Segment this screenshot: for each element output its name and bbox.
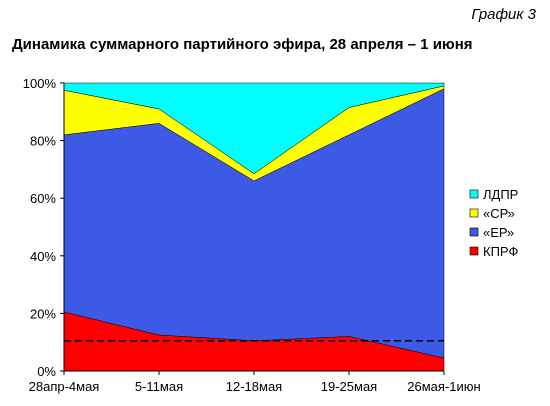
x-tick-label: 12-18мая <box>226 379 282 394</box>
x-tick-label: 5-11мая <box>135 379 183 394</box>
y-tick-label: 0% <box>37 364 56 379</box>
x-axis-labels: 28апр-4мая 5-11мая 12-18мая 19-25мая 26мая-1… <box>29 379 481 394</box>
legend-label: ЛДПР <box>483 187 518 202</box>
legend-label: КПРФ <box>483 244 518 259</box>
y-tick-label: 60% <box>30 191 56 206</box>
legend-swatch <box>469 208 479 218</box>
legend: ЛДПР «СР» «ЕР» КПРФ <box>469 187 518 259</box>
chart-areas <box>63 82 445 372</box>
y-axis-labels: 0% 20% 40% 60% 80% 100% <box>23 76 57 379</box>
legend-swatch <box>469 246 479 256</box>
legend-swatch <box>469 227 479 237</box>
y-tick-label: 80% <box>30 134 56 149</box>
area-series-3 <box>63 82 445 175</box>
y-tick-label: 20% <box>30 306 56 321</box>
x-tick-label: 28апр-4мая <box>29 379 100 394</box>
chart-axes <box>60 82 445 375</box>
legend-swatch <box>469 189 479 199</box>
y-tick-label: 40% <box>30 249 56 264</box>
legend-label: «СР» <box>483 206 515 221</box>
chart-title: Динамика суммарного партийного эфира, 28… <box>12 36 473 53</box>
x-tick-label: 19-25мая <box>321 379 377 394</box>
graph-number-label: График 3 <box>471 6 536 23</box>
legend-label: «ЕР» <box>483 225 514 240</box>
y-tick-label: 100% <box>23 76 57 91</box>
x-tick-label: 26мая-1июн <box>407 379 480 394</box>
